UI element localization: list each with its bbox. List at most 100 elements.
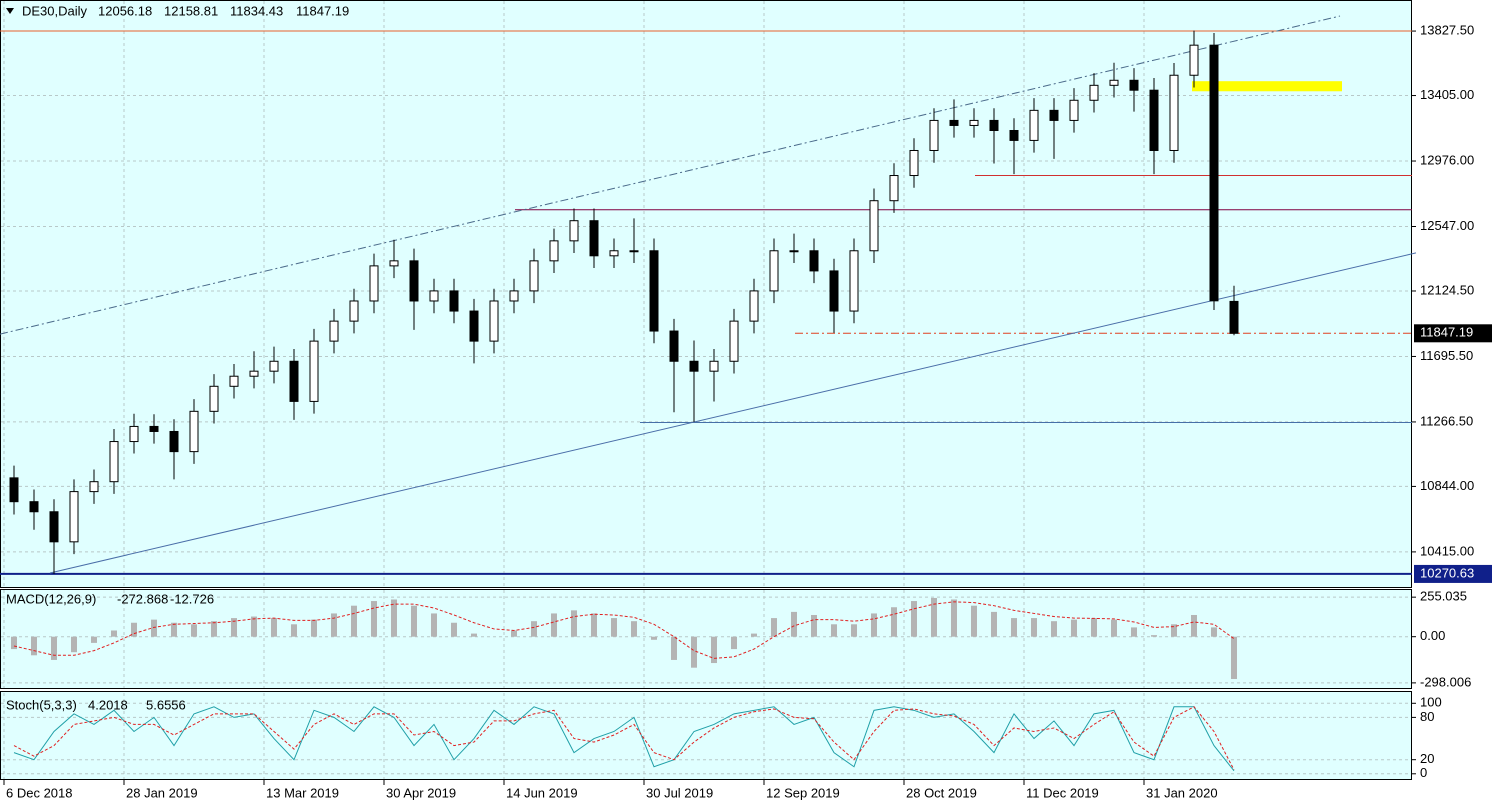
y-tick-label: 10844.00 <box>1420 478 1474 493</box>
macd-bar <box>431 613 437 637</box>
macd-bar <box>831 624 837 637</box>
candle-body <box>1069 99 1079 121</box>
candle-body <box>1009 129 1019 141</box>
macd-bar <box>131 622 137 637</box>
candle-body <box>149 425 159 432</box>
macd-bar <box>351 605 357 637</box>
candle-body <box>549 240 559 262</box>
candle-body <box>769 250 779 292</box>
candle-body <box>169 430 179 453</box>
macd-bar <box>551 613 557 637</box>
stoch-d-value: 5.6556 <box>146 697 186 712</box>
y-tick-label: 20 <box>1420 751 1434 766</box>
candle-body <box>409 260 419 302</box>
candle-body <box>1029 109 1039 141</box>
candle-body <box>189 410 199 453</box>
symbol: DE30,Daily <box>22 3 88 18</box>
current-price-label: 11847.19 <box>1420 325 1473 340</box>
candle-body <box>1189 44 1199 76</box>
x-tick-label: 30 Apr 2019 <box>386 785 456 800</box>
candle-body <box>689 360 699 372</box>
candle-body <box>269 360 279 372</box>
stoch-panel <box>0 691 1412 780</box>
macd-bar <box>631 621 637 637</box>
x-tick-label: 14 Jun 2019 <box>506 785 578 800</box>
macd-bar <box>531 621 537 637</box>
y-tick-label: 12976.00 <box>1420 152 1474 167</box>
close-value: 11847.19 <box>296 3 349 18</box>
macd-bar <box>1031 618 1037 637</box>
macd-signal-value: -12.726 <box>170 591 214 606</box>
trend-line <box>0 15 1341 335</box>
macd-bar <box>371 601 377 637</box>
x-tick-label: 30 Jul 2019 <box>646 785 713 800</box>
candle-body <box>1209 44 1219 302</box>
macd-bar <box>11 636 17 650</box>
candle-body <box>989 119 999 131</box>
candle-body <box>509 290 519 302</box>
x-tick-label: 28 Oct 2019 <box>906 785 977 800</box>
macd-bar <box>1091 618 1097 637</box>
candle-body <box>469 310 479 342</box>
candle-body <box>909 149 919 177</box>
low-value: 11834.43 <box>230 3 283 18</box>
candle-body <box>1129 79 1139 91</box>
candle-body <box>1049 109 1059 121</box>
macd-value: -272.868 <box>117 591 168 606</box>
macd-bar <box>271 618 277 637</box>
macd-bar <box>151 619 157 637</box>
candle-body <box>49 511 59 543</box>
candle-body <box>489 300 499 342</box>
candle-body <box>229 375 239 387</box>
y-tick-label: 255.035 <box>1420 589 1467 604</box>
x-tick-label: 13 Mar 2019 <box>266 785 339 800</box>
zone <box>1192 81 1342 92</box>
macd-bar <box>791 611 797 637</box>
candle-body <box>249 370 259 377</box>
candle-body <box>849 250 859 312</box>
macd-bar <box>851 624 857 637</box>
macd-bar <box>591 613 597 637</box>
candle-body <box>589 220 599 257</box>
y-tick-label: 0 <box>1420 765 1427 780</box>
candle-body <box>129 425 139 443</box>
open-value: 12056.18 <box>98 3 152 18</box>
candle-body <box>449 290 459 312</box>
stoch-d-line <box>13 706 1235 771</box>
candle-body <box>329 320 339 342</box>
macd-bar <box>211 621 217 637</box>
candle-body <box>949 119 959 126</box>
macd-bar <box>891 607 897 637</box>
candle-body <box>569 220 579 242</box>
candle-body <box>1089 84 1099 101</box>
y-tick-label: -298.006 <box>1420 674 1471 689</box>
macd-panel <box>0 589 1412 689</box>
macd-bar <box>951 599 957 637</box>
macd-bar <box>711 636 717 664</box>
y-tick-label: 11266.50 <box>1420 413 1473 428</box>
y-tick-label: 13405.00 <box>1420 87 1474 102</box>
candle-body <box>729 320 739 362</box>
macd-bar <box>751 633 757 637</box>
macd-bar <box>1231 636 1237 679</box>
macd-bar <box>811 614 817 637</box>
macd-bar <box>731 636 737 650</box>
macd-bar <box>971 605 977 637</box>
menu-arrow <box>6 8 14 14</box>
level-price-label: 10270.63 <box>1420 565 1474 580</box>
level-price-box <box>1414 564 1492 583</box>
macd-bar <box>1131 627 1137 637</box>
y-tick-label: 12124.50 <box>1420 282 1474 297</box>
trend-line <box>49 252 1417 574</box>
candle-body <box>809 250 819 272</box>
macd-bar <box>191 624 197 637</box>
macd-bar <box>311 619 317 637</box>
candle-body <box>789 250 799 253</box>
candle-body <box>29 501 39 513</box>
macd-bar <box>291 624 297 637</box>
macd-bar <box>391 599 397 637</box>
candle-body <box>1149 89 1159 151</box>
macd-bar <box>251 616 257 637</box>
